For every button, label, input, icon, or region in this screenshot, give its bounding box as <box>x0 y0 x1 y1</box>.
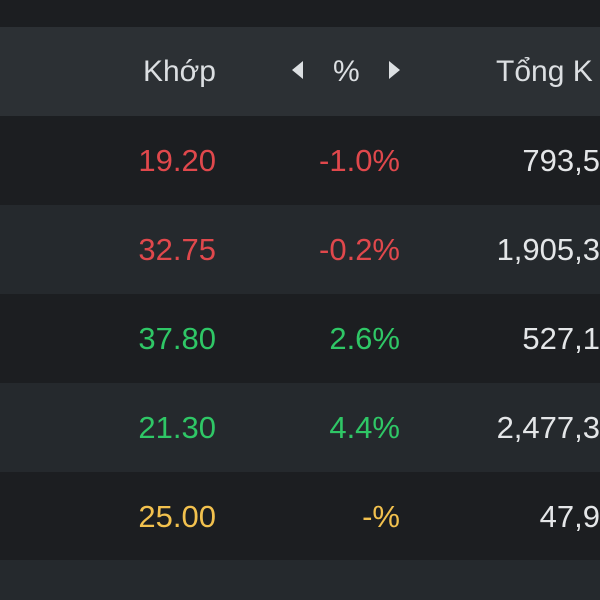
caret-right-icon[interactable] <box>389 61 400 79</box>
total-volume: 1,905,3 <box>496 232 600 267</box>
total-volume: 47,9 <box>539 499 600 534</box>
stock-rows: 19.20 -1.0% 793,5 32.75 -0.2% 1,905,3 37… <box>0 116 600 561</box>
match-price: 19.20 <box>138 143 216 178</box>
total-volume: 527,1 <box>522 321 600 356</box>
table-row[interactable]: 37.80 2.6% 527,1 <box>0 294 600 383</box>
table-row[interactable]: 32.75 -0.2% 1,905,3 <box>0 205 600 294</box>
top-bar <box>0 0 600 27</box>
total-volume: 2,477,3 <box>496 410 600 445</box>
table-row[interactable]: 21.30 4.4% 2,477,3 <box>0 383 600 472</box>
header-percent-toggle[interactable]: % <box>288 27 408 116</box>
percent-change: 4.4% <box>329 410 400 445</box>
caret-left-icon[interactable] <box>292 61 303 79</box>
next-row-partial <box>0 560 600 600</box>
match-price: 37.80 <box>138 321 216 356</box>
percent-change: -% <box>362 499 400 534</box>
percent-change: 2.6% <box>329 321 400 356</box>
percent-change: -1.0% <box>319 143 400 178</box>
percent-change: -0.2% <box>319 232 400 267</box>
table-header: Khớp % Tổng K <box>0 27 600 116</box>
table-row[interactable]: 25.00 -% 47,9 <box>0 472 600 561</box>
match-price: 25.00 <box>138 499 216 534</box>
volume-cell: 2,477,3 <box>430 383 600 472</box>
volume-cell: 1,905,3 <box>430 205 600 294</box>
total-volume: 793,5 <box>522 143 600 178</box>
volume-cell: 47,9 <box>430 472 600 561</box>
match-price: 32.75 <box>138 232 216 267</box>
match-price: 21.30 <box>138 410 216 445</box>
header-percent[interactable]: % <box>333 55 360 88</box>
volume-cell: 527,1 <box>430 294 600 383</box>
header-total-volume[interactable]: Tổng K <box>496 55 593 88</box>
header-price[interactable]: Khớp <box>142 55 216 88</box>
table-row[interactable]: 19.20 -1.0% 793,5 <box>0 116 600 205</box>
volume-cell: 793,5 <box>430 116 600 205</box>
